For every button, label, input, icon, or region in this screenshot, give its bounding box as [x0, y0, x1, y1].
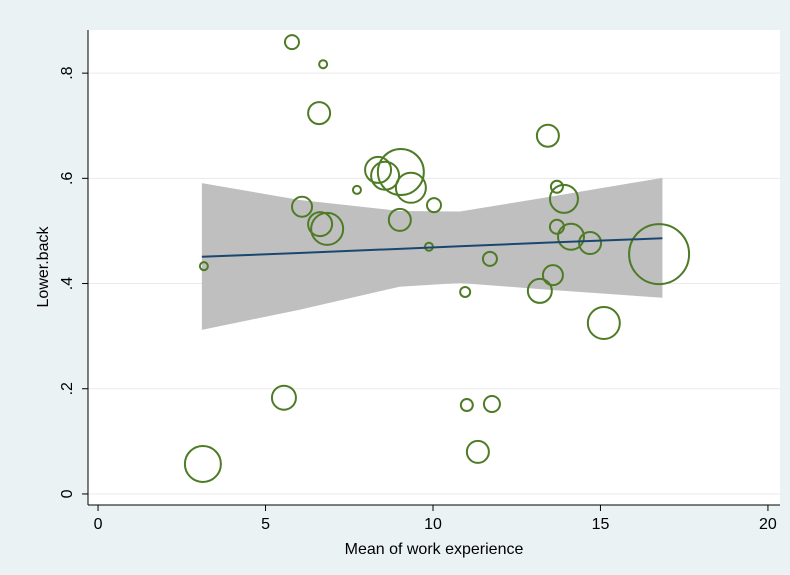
- point: [283, 34, 300, 51]
- point: [183, 444, 222, 483]
- point: [387, 207, 412, 232]
- point: [307, 101, 332, 126]
- point: [310, 211, 345, 246]
- point: [535, 123, 560, 148]
- point: [270, 384, 297, 411]
- point: [318, 59, 329, 70]
- fit-line: [201, 237, 663, 258]
- x-tick-label: 15: [592, 516, 610, 533]
- x-tick-label: 5: [261, 516, 270, 533]
- point: [459, 398, 474, 413]
- point: [465, 439, 490, 464]
- point: [394, 171, 427, 204]
- point: [556, 222, 585, 251]
- y-tick-label: .2: [59, 382, 76, 395]
- point: [376, 148, 425, 197]
- point: [586, 305, 621, 340]
- point: [426, 197, 442, 214]
- x-tick-label: 10: [424, 516, 442, 533]
- point: [526, 277, 553, 304]
- point: [549, 179, 564, 194]
- point: [198, 261, 209, 272]
- y-tick-label: .8: [59, 66, 76, 79]
- point: [548, 183, 579, 214]
- y-axis-title: Lower.back: [35, 226, 52, 308]
- point: [307, 211, 334, 238]
- point: [351, 184, 362, 195]
- point: [541, 264, 564, 287]
- point: [291, 195, 314, 218]
- y-tick-label: 0: [59, 489, 76, 498]
- y-tick-label: .4: [59, 277, 76, 290]
- x-tick-label: 0: [94, 516, 103, 533]
- point: [364, 155, 393, 184]
- point: [459, 285, 472, 298]
- point: [578, 231, 603, 256]
- x-axis-title: Mean of work experience: [345, 541, 524, 558]
- point: [481, 250, 498, 267]
- x-tick-label: 20: [759, 516, 777, 533]
- y-tick-label: .6: [59, 172, 76, 185]
- point: [628, 223, 691, 286]
- point: [482, 395, 501, 414]
